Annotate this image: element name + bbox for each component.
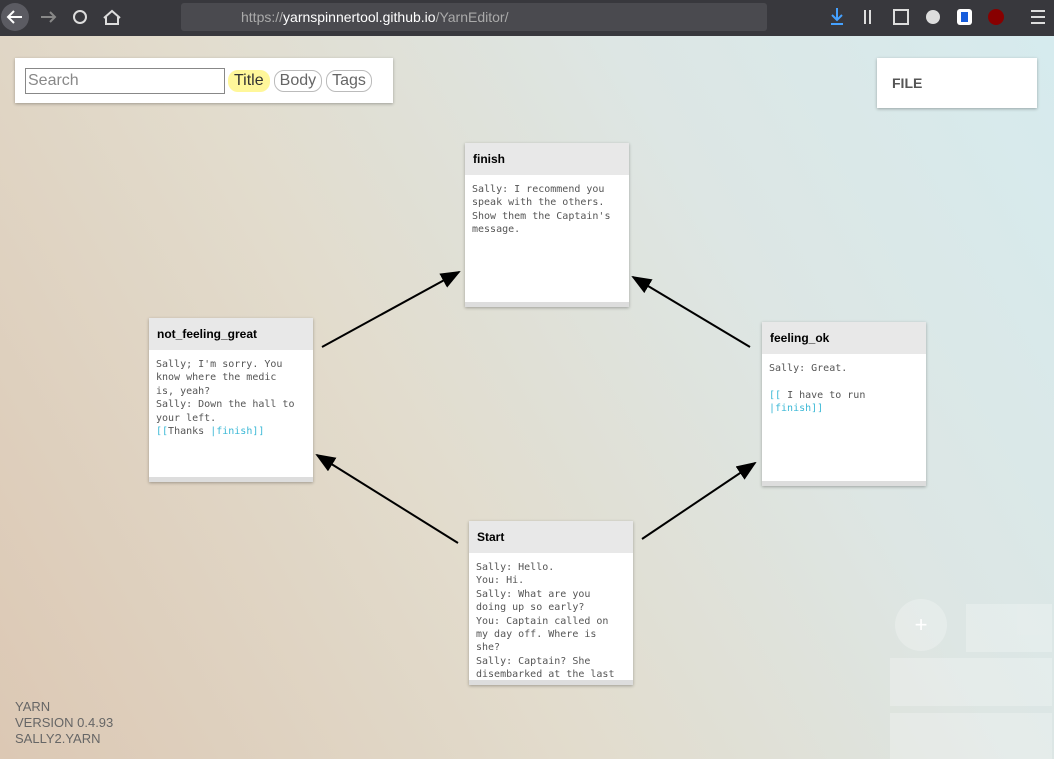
- footer-line: YARN: [15, 699, 51, 714]
- body-line: she?: [476, 642, 501, 654]
- url: https://yarnspinnertool.github.io/YarnEd…: [241, 3, 508, 31]
- body-line: doing up so early?: [476, 602, 585, 614]
- search-input[interactable]: Search: [25, 68, 225, 94]
- body-line: message.: [472, 224, 521, 236]
- url-host: yarnspinnertool.github.io: [283, 9, 436, 25]
- node-title: feeling_ok: [762, 322, 926, 354]
- zoom-button-bg: [895, 599, 947, 651]
- node[interactable]: feeling_ok Sally: Great.[[ I have to run |…: [762, 322, 926, 486]
- body-line: Sally: Hello.: [476, 562, 555, 573]
- link-markup: [[: [156, 426, 169, 438]
- body-line: Sally: What are you: [476, 588, 591, 600]
- body-line: Sally: Captain? She: [476, 655, 591, 667]
- link-markup: [[: [769, 389, 782, 401]
- link-markup: |finish]]: [210, 426, 265, 438]
- body-line: You: Hi.: [476, 575, 525, 587]
- body-line: speak with the others.: [472, 197, 605, 209]
- body-line: is, yeah?: [156, 385, 211, 397]
- url-path: /YarnEditor/: [435, 9, 509, 25]
- arrange-panel: [890, 713, 1052, 759]
- node-body: Sally: Hello. You: Hi. Sally: What are you…: [469, 553, 633, 681]
- toolbar-icons: [1, 3, 1045, 31]
- body-line: Sally: Down the hall to: [156, 399, 295, 411]
- link-arrow: [631, 275, 751, 348]
- body-line: |finish]]: [769, 402, 919, 415]
- links: +: [315, 271, 1052, 759]
- body-line: know where the medic: [156, 372, 277, 384]
- zoom-button[interactable]: +: [915, 612, 928, 637]
- search-panel: Search Title Body Tags: [15, 58, 393, 103]
- link-text: Thanks: [168, 426, 211, 438]
- address-bar[interactable]: https://yarnspinnertool.github.io/YarnEd…: [181, 3, 767, 31]
- filter-button[interactable]: Title: [228, 70, 270, 92]
- node-body: Sally; I'm sorry. You know where the medi…: [149, 350, 313, 477]
- browser-toolbar: https://yarnspinnertool.github.io/YarnEd…: [0, 0, 1054, 36]
- body-line: [769, 375, 919, 388]
- body-line: Sally; I'm sorry. You: [156, 359, 283, 370]
- url-scheme: https://: [241, 9, 284, 25]
- canvas: + Search Title Body Tags FILE finish Sally:…: [0, 36, 1054, 759]
- body-line: disembarked at the last: [476, 669, 615, 681]
- footer: YARN VERSION 0.4.93 SALLY2.YARN: [15, 699, 113, 747]
- link-markup: |finish]]: [769, 403, 824, 415]
- node-title: finish: [465, 143, 629, 175]
- body-line: [[ I have to run: [769, 389, 919, 402]
- link-arrow: [641, 461, 757, 540]
- node-body: Sally: I recommend you speak with the oth…: [465, 175, 629, 302]
- footer-line: VERSION 0.4.93: [15, 715, 114, 730]
- body-line: Sally: I recommend you: [472, 184, 605, 195]
- filter-button[interactable]: Body: [273, 70, 323, 92]
- node[interactable]: finish Sally: I recommend you speak with t…: [465, 143, 629, 307]
- undo-panel: [966, 604, 1052, 652]
- node-title: not_feeling_great: [149, 318, 313, 350]
- body-line: your left.: [156, 412, 217, 424]
- node[interactable]: Start Sally: Hello. You: Hi. Sally: What ar…: [469, 521, 633, 685]
- node-body: Sally: Great.[[ I have to run |finish]]: [762, 354, 926, 481]
- link-text: I have to run: [781, 389, 866, 401]
- footer-line: SALLY2.YARN: [15, 731, 101, 746]
- body-line: [[Thanks |finish]]: [156, 425, 306, 438]
- link-arrow: [321, 271, 461, 348]
- search-filters: Title Body Tags: [224, 70, 372, 92]
- body-line: Show them the Captain's: [472, 210, 611, 222]
- layout-panel: [890, 658, 1052, 706]
- node-title: Start: [469, 521, 633, 553]
- body-line: You: Captain called on: [476, 615, 609, 627]
- node[interactable]: not_feeling_great Sally; I'm sorry. You kn…: [149, 318, 313, 482]
- body-line: my day off. Where is: [476, 629, 597, 641]
- file-menu[interactable]: FILE: [877, 58, 1037, 108]
- filter-button[interactable]: Tags: [326, 70, 372, 92]
- link-arrow: [315, 453, 459, 544]
- body-line: Sally: Great.: [769, 363, 848, 374]
